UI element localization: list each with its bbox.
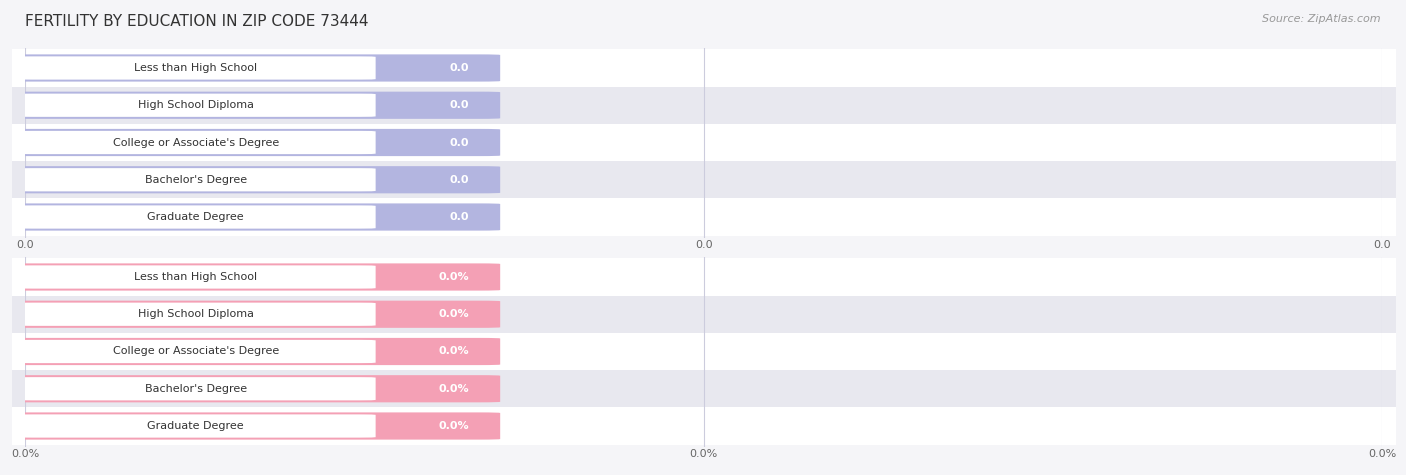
Text: Source: ZipAtlas.com: Source: ZipAtlas.com bbox=[1263, 14, 1381, 24]
FancyBboxPatch shape bbox=[6, 203, 501, 230]
FancyBboxPatch shape bbox=[6, 412, 501, 439]
Text: 0.0%: 0.0% bbox=[439, 346, 470, 357]
Text: 0.0: 0.0 bbox=[450, 137, 470, 148]
Text: College or Associate's Degree: College or Associate's Degree bbox=[112, 346, 278, 357]
FancyBboxPatch shape bbox=[11, 408, 1396, 445]
FancyBboxPatch shape bbox=[11, 370, 1396, 408]
FancyBboxPatch shape bbox=[11, 333, 1396, 370]
FancyBboxPatch shape bbox=[11, 161, 1396, 199]
FancyBboxPatch shape bbox=[6, 55, 501, 82]
FancyBboxPatch shape bbox=[15, 168, 375, 191]
Text: 0.0%: 0.0% bbox=[439, 421, 470, 431]
Text: Bachelor's Degree: Bachelor's Degree bbox=[145, 384, 247, 394]
FancyBboxPatch shape bbox=[11, 295, 1396, 333]
FancyBboxPatch shape bbox=[15, 57, 375, 80]
FancyBboxPatch shape bbox=[11, 49, 1396, 86]
FancyBboxPatch shape bbox=[15, 340, 375, 363]
Text: Less than High School: Less than High School bbox=[134, 272, 257, 282]
FancyBboxPatch shape bbox=[15, 94, 375, 117]
FancyBboxPatch shape bbox=[6, 129, 501, 156]
FancyBboxPatch shape bbox=[6, 301, 501, 328]
FancyBboxPatch shape bbox=[6, 92, 501, 119]
FancyBboxPatch shape bbox=[15, 205, 375, 228]
Text: Graduate Degree: Graduate Degree bbox=[148, 421, 245, 431]
FancyBboxPatch shape bbox=[15, 414, 375, 437]
FancyBboxPatch shape bbox=[11, 258, 1396, 295]
Text: 0.0%: 0.0% bbox=[439, 384, 470, 394]
Text: College or Associate's Degree: College or Associate's Degree bbox=[112, 137, 278, 148]
Text: 0.0: 0.0 bbox=[450, 100, 470, 110]
Text: 0.0%: 0.0% bbox=[439, 272, 470, 282]
FancyBboxPatch shape bbox=[11, 86, 1396, 124]
FancyBboxPatch shape bbox=[11, 124, 1396, 161]
FancyBboxPatch shape bbox=[6, 338, 501, 365]
Text: Less than High School: Less than High School bbox=[134, 63, 257, 73]
FancyBboxPatch shape bbox=[6, 264, 501, 291]
Text: 0.0: 0.0 bbox=[450, 175, 470, 185]
Text: 0.0%: 0.0% bbox=[439, 309, 470, 319]
FancyBboxPatch shape bbox=[11, 199, 1396, 236]
Text: FERTILITY BY EDUCATION IN ZIP CODE 73444: FERTILITY BY EDUCATION IN ZIP CODE 73444 bbox=[25, 14, 368, 29]
FancyBboxPatch shape bbox=[6, 166, 501, 193]
Text: Graduate Degree: Graduate Degree bbox=[148, 212, 245, 222]
FancyBboxPatch shape bbox=[6, 375, 501, 402]
FancyBboxPatch shape bbox=[15, 377, 375, 400]
Text: High School Diploma: High School Diploma bbox=[138, 100, 253, 110]
FancyBboxPatch shape bbox=[15, 266, 375, 289]
FancyBboxPatch shape bbox=[15, 131, 375, 154]
Text: 0.0: 0.0 bbox=[450, 212, 470, 222]
Text: 0.0: 0.0 bbox=[450, 63, 470, 73]
Text: Bachelor's Degree: Bachelor's Degree bbox=[145, 175, 247, 185]
FancyBboxPatch shape bbox=[15, 303, 375, 326]
Text: High School Diploma: High School Diploma bbox=[138, 309, 253, 319]
